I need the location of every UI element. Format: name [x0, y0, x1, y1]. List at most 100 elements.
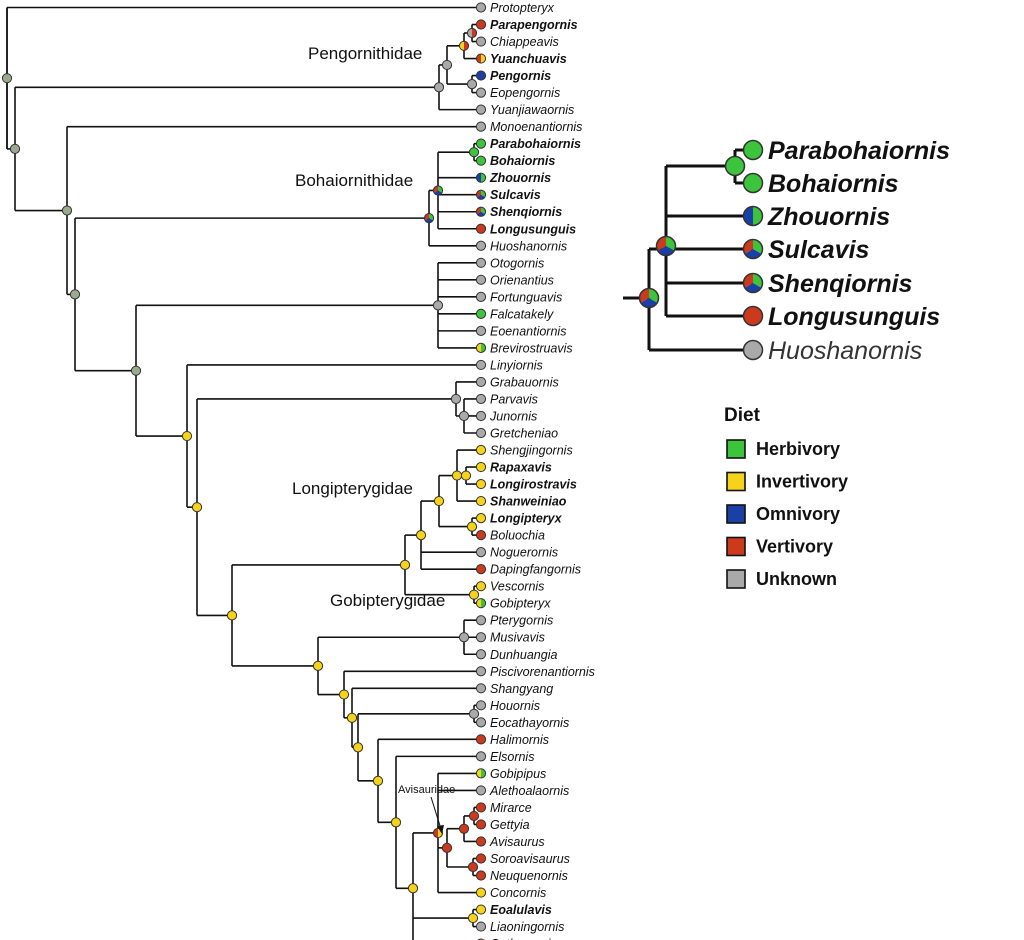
ancestral-node — [467, 912, 479, 924]
ancestral-node — [432, 185, 444, 196]
taxon-label: Yuanchuavis — [490, 52, 567, 66]
taxon-label: Rapaxavis — [490, 461, 552, 475]
taxon-tip: Yuanchuavis — [475, 52, 567, 66]
tip-state-marker — [475, 257, 487, 268]
tip-state-marker — [475, 615, 487, 626]
taxon-label: Junornis — [489, 409, 537, 423]
taxon-label: Pterygornis — [490, 614, 553, 628]
tip-state-marker — [475, 495, 487, 507]
legend-swatch — [726, 536, 746, 557]
tip-state-marker — [475, 223, 487, 234]
ancestral-node — [458, 40, 470, 51]
legend-label: Unknown — [756, 569, 837, 589]
taxon-tip: Shanweiniao — [475, 495, 567, 509]
ancestral-node — [423, 213, 435, 224]
taxon-label: Sulcavis — [490, 188, 541, 202]
legend-item: Omnivory — [726, 504, 840, 524]
ancestral-node — [191, 502, 203, 513]
legend-swatch — [726, 471, 746, 492]
tip-state-marker — [475, 598, 487, 609]
ancestral-node — [450, 393, 462, 405]
tip-state-marker — [475, 36, 487, 47]
ancestral-node — [130, 365, 142, 376]
taxon-tip: Piscivorenantiornis — [475, 665, 595, 679]
tip-state-marker — [475, 921, 487, 932]
taxon-label: Fortunguavis — [490, 290, 562, 304]
tip-state-marker — [475, 274, 487, 285]
taxon-label: Parvavis — [490, 392, 538, 406]
taxon-label: Gettyia — [490, 818, 530, 832]
taxon-label: Gobipipus — [490, 767, 546, 781]
ancestral-node — [468, 147, 480, 158]
taxon-tip: Elsornis — [475, 750, 534, 764]
tip-state-marker — [475, 189, 487, 200]
taxon-tip: Neuquenornis — [475, 869, 568, 883]
tree-branches — [6, 6, 481, 940]
legend-item: Vertivory — [726, 536, 833, 557]
tip-state-marker — [475, 870, 487, 881]
ancestral-node — [467, 861, 479, 873]
ancestral-node — [338, 689, 350, 700]
tip-state-marker — [475, 359, 487, 371]
taxon-tip: Gobipteryx — [475, 597, 551, 611]
taxon-tip: Protopteryx — [475, 1, 555, 15]
taxon-label: Dapingfangornis — [490, 563, 581, 577]
taxon-tip: Parvavis — [475, 392, 538, 406]
legend-label: Vertivory — [756, 537, 833, 557]
ancestral-node — [352, 742, 364, 753]
legend-title: Diet — [724, 405, 761, 426]
taxon-tip: Shengjingornis — [475, 444, 573, 458]
taxon-tip: Monoenantiornis — [475, 120, 582, 134]
ancestral-node — [399, 559, 411, 571]
taxon-label: Eoalulavis — [490, 903, 552, 917]
tip-state-marker — [475, 700, 487, 711]
taxon-tip: Longipteryx — [475, 512, 563, 526]
ancestral-node — [433, 495, 445, 507]
taxon-label: Zhouornis — [489, 171, 551, 185]
tip-state-marker — [475, 751, 487, 762]
taxon-tip: Longusunguis — [475, 222, 576, 236]
taxon-tip: Dapingfangornis — [475, 563, 581, 577]
tip-state-marker — [475, 19, 487, 30]
tip-state-marker — [475, 768, 487, 779]
taxon-tip: Houornis — [475, 699, 540, 713]
ancestral-node — [441, 842, 453, 853]
taxon-label: Noguerornis — [490, 546, 558, 560]
tip-state-marker — [475, 2, 487, 13]
legend-swatch — [726, 439, 746, 459]
tip-state-marker — [475, 683, 487, 694]
diet-legend: Diet Herbivory Invertivory Omnivory Vertivo… — [724, 405, 848, 589]
taxon-tip: Shenqiornis — [475, 205, 562, 219]
ancestral-state-nodes — [1, 27, 480, 924]
taxon-tip: Halimornis — [475, 733, 549, 747]
taxon-tip: Soroavisaurus — [475, 852, 570, 866]
taxon-tip: Longirostravis — [475, 478, 577, 492]
tip-state-marker — [475, 785, 487, 796]
tip-state-marker — [475, 172, 487, 183]
taxon-label: Gretcheniao — [490, 427, 558, 441]
taxon-label: Huoshanornis — [490, 239, 567, 253]
taxon-label: Bohaiornis — [490, 154, 555, 168]
taxon-tip: Alethoalaornis — [475, 784, 569, 798]
taxon-tip: Musivavis — [475, 631, 545, 645]
ancestral-node — [468, 589, 480, 600]
taxon-label: Soroavisaurus — [490, 852, 570, 866]
taxon-label: Longusunguis — [490, 222, 576, 236]
ancestral-node — [415, 530, 427, 541]
tip-state-marker — [475, 734, 487, 745]
taxon-label: Yuanjiawaornis — [490, 103, 574, 117]
taxon-tip: Gobipipus — [475, 767, 546, 781]
ancestral-node — [432, 300, 444, 311]
ancestral-node — [458, 823, 470, 834]
tip-state-marker — [475, 427, 487, 439]
taxon-label: Boluochia — [490, 529, 545, 543]
tip-state-marker — [475, 87, 487, 98]
taxon-label: Liaoningornis — [490, 920, 564, 934]
tip-state-marker — [475, 376, 487, 388]
taxon-label: Shangyang — [490, 682, 553, 696]
inset-taxon-label: Bohaiornis — [768, 170, 899, 198]
taxon-label: Otogornis — [490, 256, 544, 270]
taxon-tip: Junornis — [475, 409, 537, 423]
tip-state-marker — [475, 478, 487, 490]
